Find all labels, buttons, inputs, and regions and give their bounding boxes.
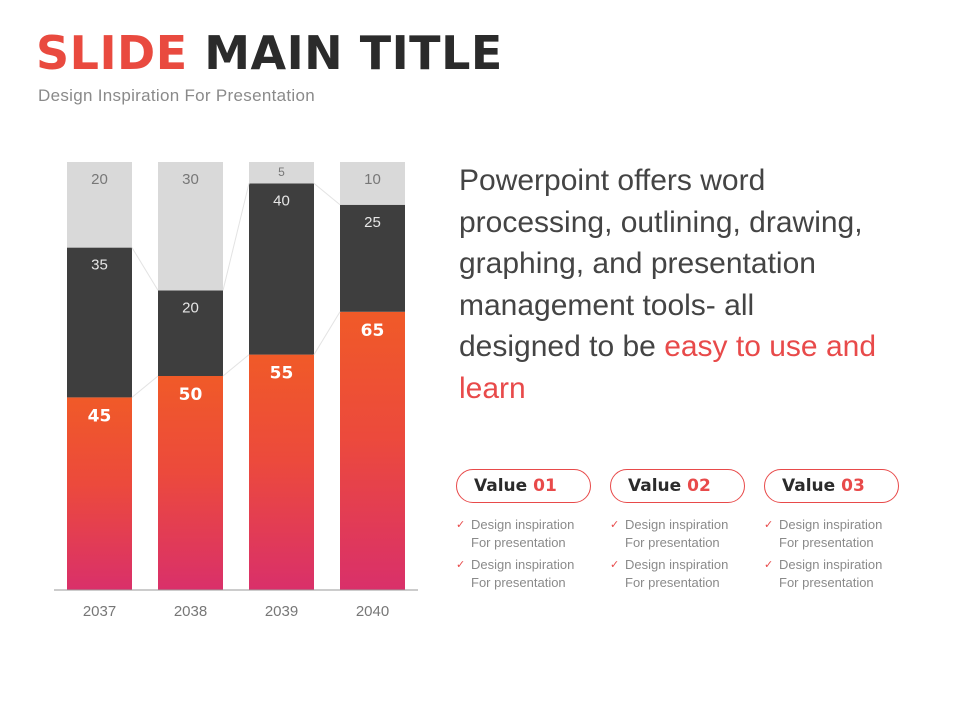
- bar-segment: [67, 247, 132, 398]
- bar-segment: [158, 290, 223, 376]
- page-title: SLIDE MAIN TITLE: [36, 26, 503, 80]
- value-item: ✓ Design inspiration For presentation: [456, 517, 575, 550]
- bar-segment: [340, 204, 405, 312]
- value-item: ✓ Design inspiration For presentation: [610, 517, 729, 550]
- data-label: 20: [91, 171, 108, 188]
- data-label: 55: [270, 364, 294, 384]
- title-main: MAIN TITLE: [204, 26, 503, 80]
- check-icon: ✓: [456, 519, 466, 531]
- bar-segment: [249, 162, 314, 184]
- data-label: 20: [182, 299, 199, 316]
- value-pill: Value 03: [764, 469, 899, 503]
- check-icon: ✓: [764, 519, 774, 531]
- value-label: Value: [474, 476, 528, 496]
- x-tick-label: 2040: [356, 603, 389, 620]
- connector-line: [313, 183, 341, 206]
- bar-segment: [249, 183, 314, 355]
- value-item: ✓ Design inspiration For presentation: [764, 557, 883, 590]
- value-number: 01: [533, 476, 557, 496]
- bar-segment: [158, 162, 223, 291]
- description-highlight: easy to use and learn: [459, 330, 877, 405]
- bar-segment: [67, 397, 132, 590]
- bar-segment: [67, 162, 132, 248]
- data-label: 10: [364, 171, 381, 188]
- check-icon: ✓: [610, 519, 620, 531]
- value-pill: Value 01: [456, 469, 591, 503]
- bar-segment: [340, 311, 405, 590]
- title-accent: SLIDE: [36, 26, 188, 80]
- x-tick-label: 2039: [265, 603, 298, 620]
- value-label: Value: [628, 476, 682, 496]
- value-item: ✓ Design inspiration For presentation: [610, 557, 729, 590]
- bar-segment: [158, 376, 223, 590]
- data-label: 30: [182, 171, 199, 188]
- value-label: Value: [782, 476, 836, 496]
- data-label: 40: [273, 192, 290, 209]
- check-icon: ✓: [456, 559, 466, 571]
- data-label: 25: [364, 214, 381, 231]
- value-item: ✓ Design inspiration For presentation: [456, 557, 575, 590]
- data-label: 35: [91, 257, 108, 274]
- value-item: ✓ Design inspiration For presentation: [764, 517, 883, 550]
- value-card-01: Value 01 ✓ Design inspiration For present…: [456, 469, 596, 592]
- check-icon: ✓: [610, 559, 620, 571]
- description-text: Powerpoint offers word processing, outli…: [459, 160, 879, 409]
- description-body: Powerpoint offers word processing, outli…: [459, 164, 863, 363]
- x-tick-label: 2037: [83, 603, 116, 620]
- bar-segment: [249, 354, 314, 590]
- data-label: 5: [278, 165, 285, 179]
- value-card-03: Value 03 ✓ Design inspiration For present…: [764, 469, 904, 592]
- x-tick-label: 2038: [174, 603, 207, 620]
- connector-line: [313, 311, 341, 355]
- data-label: 45: [88, 406, 112, 426]
- bar-segment: [340, 162, 405, 205]
- data-label: 50: [179, 385, 203, 405]
- connector-line: [222, 183, 250, 291]
- data-label: 65: [361, 321, 385, 341]
- connector-line: [222, 354, 250, 377]
- connector-line: [131, 375, 159, 398]
- page-subtitle: Design Inspiration For Presentation: [38, 86, 315, 105]
- value-pill: Value 02: [610, 469, 745, 503]
- value-number: 02: [687, 476, 711, 496]
- connector-line: [131, 247, 159, 291]
- check-icon: ✓: [764, 559, 774, 571]
- value-card-02: Value 02 ✓ Design inspiration For present…: [610, 469, 750, 592]
- value-number: 03: [841, 476, 865, 496]
